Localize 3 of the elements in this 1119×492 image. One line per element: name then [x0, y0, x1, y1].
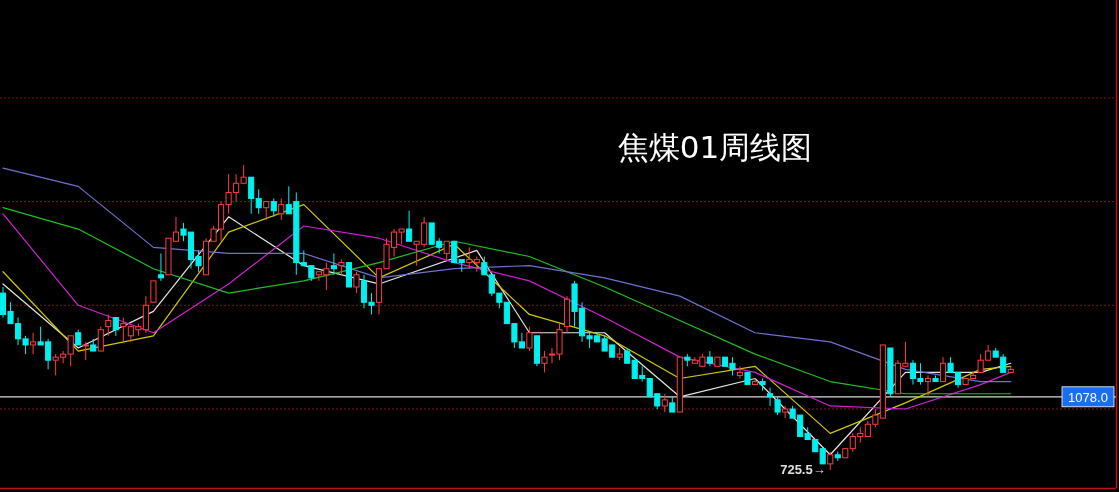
annotation: 725.5→: [780, 462, 826, 477]
chart-title: 焦煤01周线图: [617, 129, 813, 165]
text: 1078.0: [1068, 389, 1108, 405]
